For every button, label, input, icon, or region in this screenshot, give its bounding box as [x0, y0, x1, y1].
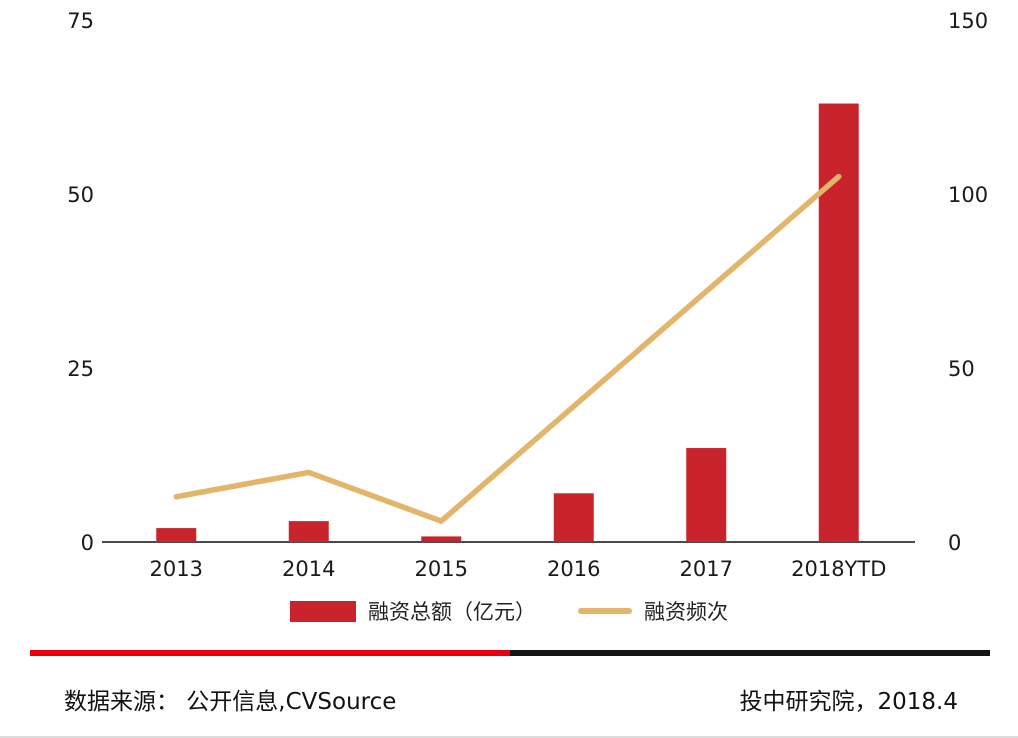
divider-black-segment — [510, 650, 990, 656]
x-axis-category: 2015 — [415, 557, 468, 581]
x-axis-category: 2013 — [150, 557, 203, 581]
chart-legend: 融资总额（亿元） 融资频次 — [0, 594, 1018, 628]
legend-item-bar: 融资总额（亿元） — [290, 596, 536, 626]
line-series-label: 融资频次 — [644, 600, 728, 624]
accent-divider — [30, 650, 990, 656]
combo-chart: 0 25 50 75 0 50 100 150 2013 2014 2015 2016 2017 2018… — [67, 9, 988, 581]
left-axis-tick: 25 — [67, 357, 94, 381]
data-source-text: 数据来源： 公开信息,CVSource — [64, 689, 397, 715]
right-axis-tick: 150 — [948, 9, 988, 33]
bar-2016 — [553, 493, 594, 542]
bar-2014 — [288, 521, 329, 542]
legend-item-line: 融资频次 — [578, 596, 728, 626]
right-axis-tick: 50 — [948, 357, 975, 381]
right-axis-tick: 100 — [948, 183, 988, 207]
bar-2018YTD — [818, 103, 859, 543]
x-axis-category: 2016 — [547, 557, 600, 581]
footer: 数据来源： 公开信息,CVSource 投中研究院，2018.4 — [64, 682, 958, 716]
bar-2015 — [421, 536, 462, 542]
left-axis-tick: 50 — [67, 183, 94, 207]
x-axis-category: 2014 — [282, 557, 335, 581]
frequency-line — [173, 173, 842, 524]
publisher-text: 投中研究院，2018.4 — [739, 689, 958, 715]
x-axis-category: 2017 — [680, 557, 733, 581]
right-axis-tick: 0 — [948, 531, 961, 555]
bar-2013 — [156, 528, 197, 542]
line-series-swatch — [578, 608, 632, 614]
x-axis-category: 2018YTD — [791, 557, 886, 581]
bar-series-swatch — [290, 600, 356, 622]
bar-2017 — [686, 448, 727, 542]
bar-series-label: 融资总额（亿元） — [368, 600, 536, 624]
left-axis-tick: 0 — [81, 531, 94, 555]
divider-red-segment — [30, 650, 510, 656]
left-axis-tick: 75 — [67, 9, 94, 33]
